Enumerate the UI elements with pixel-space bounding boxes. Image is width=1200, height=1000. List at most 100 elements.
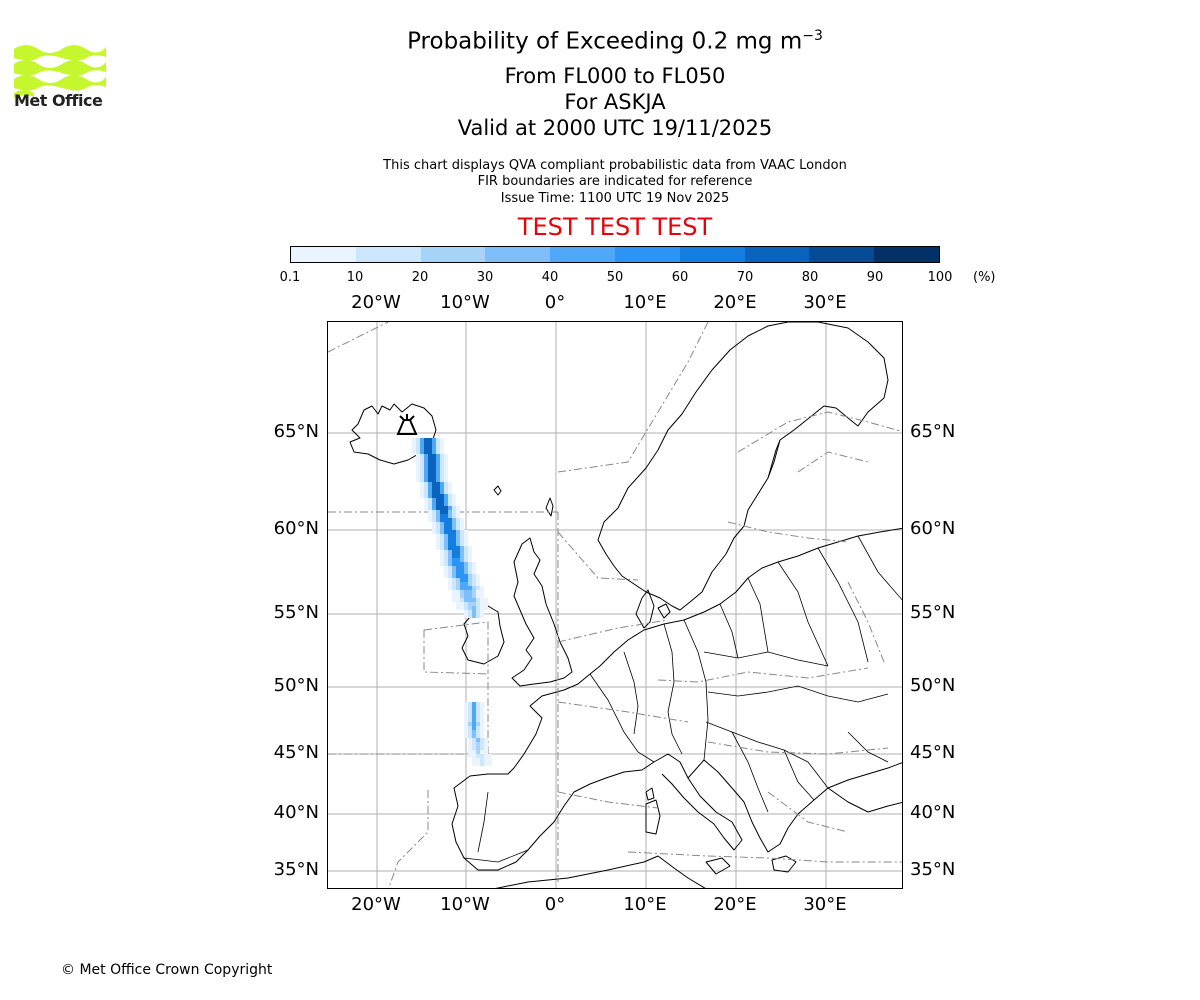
plume-cell <box>436 546 440 550</box>
axis-tick-label: 35°N <box>910 859 956 880</box>
plume-cell <box>480 730 484 734</box>
plume-cell <box>464 714 468 718</box>
plume-cell <box>452 502 456 506</box>
plume-cell <box>428 506 432 510</box>
plume-cell <box>468 602 472 606</box>
plume-cell <box>484 762 488 766</box>
plume-cell <box>452 598 456 602</box>
plume-cell <box>412 438 416 442</box>
plume-cell <box>460 582 464 586</box>
plume-cell <box>472 574 476 578</box>
plume-cell <box>424 506 428 510</box>
plume-cell <box>436 490 440 494</box>
colorbar-tick-label: 10 <box>346 270 364 285</box>
plume-cell <box>448 498 452 502</box>
plume-cell <box>456 590 460 594</box>
plume-cell <box>476 706 480 710</box>
coast-ireland <box>461 605 505 665</box>
axis-tick-label: 30°E <box>803 894 847 915</box>
plume-cell <box>464 534 468 538</box>
plume-cell <box>472 718 476 722</box>
plume-cell <box>460 550 464 554</box>
plume-cell <box>464 582 468 586</box>
plume-cell <box>464 730 468 734</box>
plume-cell <box>460 538 464 542</box>
plume-cell <box>432 494 436 498</box>
plume-cell <box>448 490 452 494</box>
plume-cell <box>428 498 432 502</box>
plume-cell <box>432 482 436 486</box>
colorbar-bin <box>485 247 551 262</box>
plume-cell <box>448 494 452 498</box>
plume-cell <box>456 510 460 514</box>
plume-cell <box>464 606 468 610</box>
axis-tick-label: 60°N <box>273 518 319 539</box>
plume-cell <box>472 582 476 586</box>
plume-cell <box>440 470 444 474</box>
coast-balkans <box>687 759 902 853</box>
plume-cell <box>468 598 472 602</box>
plume-cell <box>464 614 468 618</box>
plume-cell <box>428 450 432 454</box>
plume-cell <box>476 758 480 762</box>
plume-cell <box>432 510 436 514</box>
plume-cell <box>452 518 456 522</box>
plume-cell <box>468 558 472 562</box>
plume-cell <box>440 506 444 510</box>
plume-cell <box>452 542 456 546</box>
plume-cell <box>424 466 428 470</box>
test-banner: TEST TEST TEST <box>517 213 713 241</box>
plume-cell <box>452 506 456 510</box>
plume-cell <box>436 442 440 446</box>
plume-cell <box>456 522 460 526</box>
plume-cell <box>464 598 468 602</box>
plume-cell <box>464 562 468 566</box>
chart-title: Probability of Exceeding 0.2 mg m−3 <box>407 28 823 55</box>
plume-cell <box>448 526 452 530</box>
plume-cell <box>444 550 448 554</box>
plume-cell <box>480 754 484 758</box>
plume-cell <box>420 482 424 486</box>
plume-cell <box>440 530 444 534</box>
plume-cell <box>476 730 480 734</box>
plume-cell <box>424 474 428 478</box>
plume-cell <box>484 746 488 750</box>
plume-cell <box>460 522 464 526</box>
plume-cell <box>448 546 452 550</box>
plume-cell <box>436 446 440 450</box>
plume-cell <box>444 506 448 510</box>
plume-cell <box>440 510 444 514</box>
plume-cell <box>480 610 484 614</box>
plume-cell <box>440 478 444 482</box>
plume-cell <box>464 538 468 542</box>
plume-cell <box>444 558 448 562</box>
plume-cell <box>480 702 484 706</box>
plume-cell <box>468 710 472 714</box>
axis-tick-label: 35°N <box>273 859 319 880</box>
plume-cell <box>456 506 460 510</box>
plume-cell <box>456 526 460 530</box>
plume-cell <box>480 758 484 762</box>
plume-cell <box>424 446 428 450</box>
plume-cell <box>464 550 468 554</box>
plume-cell <box>476 606 480 610</box>
axis-tick-label: 0° <box>544 894 566 915</box>
plume-cell <box>440 522 444 526</box>
plume-cell <box>472 602 476 606</box>
plume-cell <box>412 442 416 446</box>
plume-cell <box>436 514 440 518</box>
plume-cell <box>472 746 476 750</box>
plume-cell <box>440 546 444 550</box>
plume-cell <box>468 610 472 614</box>
plume-cell <box>424 442 428 446</box>
plume-cell <box>464 546 468 550</box>
plume-cell <box>448 522 452 526</box>
plume-cell <box>440 466 444 470</box>
plume-cell <box>432 506 436 510</box>
plume-cell <box>476 602 480 606</box>
plume-cell <box>460 606 464 610</box>
plume-cell <box>456 558 460 562</box>
plume-cell <box>424 438 428 442</box>
plume-cell <box>452 494 456 498</box>
plume-cell <box>416 442 420 446</box>
